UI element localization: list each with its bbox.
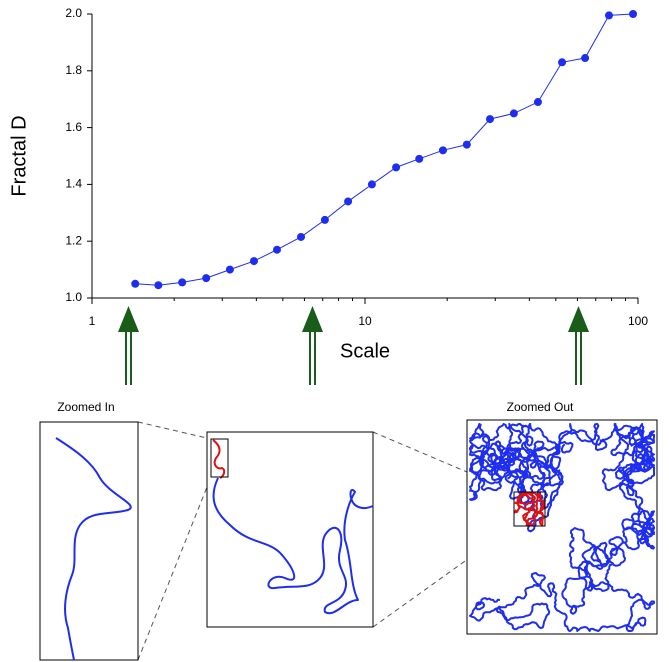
trajectory <box>524 423 655 556</box>
y-tick-label: 1.8 <box>65 63 82 77</box>
arrow <box>302 306 323 385</box>
data-point <box>509 109 518 118</box>
trajectory <box>212 477 374 615</box>
trajectory <box>55 437 132 661</box>
arrow <box>118 306 139 385</box>
arrow <box>568 306 589 385</box>
data-point <box>344 197 353 206</box>
y-tick-label: 1.2 <box>65 233 82 247</box>
data-point <box>415 154 424 163</box>
data-point <box>272 245 281 254</box>
y-tick-label: 1.4 <box>65 177 82 191</box>
data-point <box>225 265 234 274</box>
trajectory-highlight <box>212 439 226 479</box>
data-point <box>558 58 567 67</box>
panel <box>466 419 658 635</box>
data-point <box>533 98 542 107</box>
data-point <box>131 279 140 288</box>
series-line <box>135 13 634 286</box>
y-tick-label: 2.0 <box>65 6 82 20</box>
zoom-connector <box>137 476 212 661</box>
arrows <box>118 306 589 385</box>
trajectory <box>513 490 547 527</box>
data-point <box>629 10 638 18</box>
panel-label: Zoomed Out <box>507 400 574 414</box>
trajectory <box>487 423 608 533</box>
y-axis-label: Fractal D <box>8 115 30 196</box>
data-point <box>486 115 495 124</box>
trajectory-group <box>469 423 655 632</box>
y-tick-label: 1.6 <box>65 120 82 134</box>
data-point <box>297 232 306 241</box>
data-point <box>438 146 447 155</box>
data-point <box>367 180 376 189</box>
panel-label: Zoomed In <box>57 400 114 414</box>
x-tick-label: 1 <box>89 314 96 328</box>
data-point <box>154 281 163 290</box>
zoom-box <box>513 491 546 527</box>
data-point <box>202 274 211 283</box>
x-tick-label: 100 <box>628 314 648 328</box>
data-point <box>392 163 401 172</box>
data-point <box>178 278 187 287</box>
x-tick-label: 10 <box>358 314 372 328</box>
y-tick-label: 1.0 <box>65 290 82 304</box>
data-point <box>604 11 613 20</box>
panel <box>39 421 139 661</box>
panel <box>206 431 374 628</box>
zoom-connector <box>137 421 212 440</box>
trajectory <box>469 527 655 632</box>
data-point <box>462 140 471 149</box>
trajectory <box>469 423 561 501</box>
data-point <box>581 54 590 63</box>
data-point <box>249 257 258 266</box>
x-axis-label: Scale <box>340 340 390 362</box>
zoom-box <box>210 438 229 478</box>
data-point <box>320 215 329 224</box>
